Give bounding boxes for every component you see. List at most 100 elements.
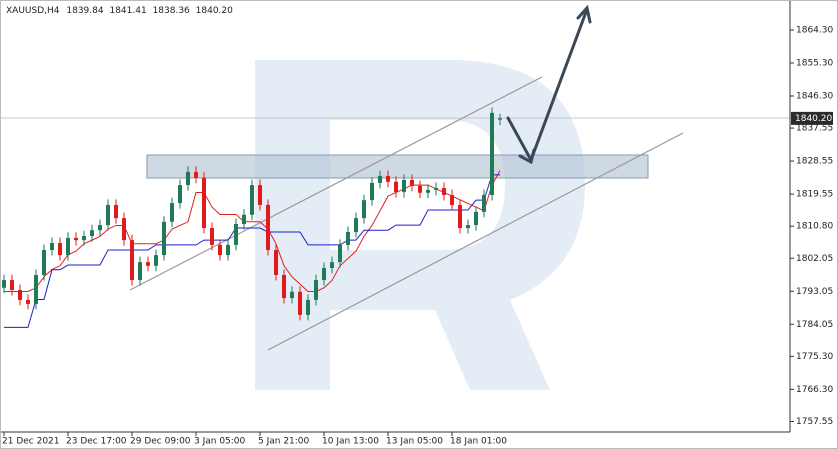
y-tick-label: 1864.30 xyxy=(796,25,833,35)
candle-body xyxy=(242,214,246,224)
candle-body xyxy=(122,218,126,241)
x-tick-label: 21 Dec 2021 xyxy=(2,437,60,447)
low-label: 1838.36 xyxy=(153,6,190,16)
candle-body xyxy=(170,203,174,222)
candle-body xyxy=(490,112,494,196)
indicator-line xyxy=(4,174,500,328)
watermark xyxy=(255,60,585,390)
y-tick-label: 1793.05 xyxy=(796,287,833,297)
candle-body xyxy=(258,185,262,205)
price-tag: 1840.20 xyxy=(795,114,832,124)
y-tick-label: 1828.55 xyxy=(796,157,833,167)
candle-body xyxy=(266,204,270,251)
candle-body xyxy=(250,185,254,215)
candle-body xyxy=(146,262,150,266)
candle-body xyxy=(194,171,198,178)
candle-body xyxy=(402,179,406,193)
chart-title: XAUUSD,H4 1839.84 1841.41 1838.36 1840.2… xyxy=(6,6,233,16)
plot xyxy=(2,107,502,328)
x-tick-label: 10 Jan 13:00 xyxy=(322,437,379,447)
candle-body xyxy=(322,267,326,281)
candle-body xyxy=(330,262,334,268)
x-tick-label: 18 Jan 01:00 xyxy=(450,437,507,447)
candle-body xyxy=(10,280,14,290)
x-tick-label: 5 Jan 21:00 xyxy=(258,437,310,447)
candle-body xyxy=(466,225,470,229)
indicator-line xyxy=(4,170,501,292)
candle-body xyxy=(418,185,422,193)
y-tick-label: 1802.05 xyxy=(796,254,833,264)
symbol: XAUUSD,H4 xyxy=(6,6,60,16)
candle-body xyxy=(178,185,182,204)
x-tick-label: 23 Dec 17:00 xyxy=(66,437,127,447)
y-tick-label: 1775.30 xyxy=(796,352,833,362)
candle-body xyxy=(34,274,38,304)
candle-body xyxy=(370,182,374,201)
candle-body xyxy=(98,225,102,231)
y-tick-label: 1766.30 xyxy=(796,385,833,395)
candle-body xyxy=(106,204,110,226)
x-tick-label: 3 Jan 05:00 xyxy=(194,437,246,447)
candle-body xyxy=(130,240,134,281)
candle-body xyxy=(226,244,230,256)
resistance-zone xyxy=(146,154,649,179)
candle-body xyxy=(50,243,54,251)
channel-upper xyxy=(129,76,543,291)
candle-body xyxy=(26,299,30,304)
y-tick-label: 1810.80 xyxy=(796,222,833,232)
candle-body xyxy=(482,195,486,212)
candle-body xyxy=(458,204,462,229)
candle-body xyxy=(274,250,278,275)
candle-body xyxy=(450,195,454,205)
candle-body xyxy=(426,189,430,193)
candle-body xyxy=(154,255,158,266)
high-label: 1841.41 xyxy=(109,6,146,16)
candle-body xyxy=(386,175,390,182)
candle-body xyxy=(346,232,350,245)
candle-body xyxy=(138,262,142,281)
y-tick-label: 1784.05 xyxy=(796,320,833,330)
x-tick-label: 13 Jan 05:00 xyxy=(386,437,443,447)
candle-body xyxy=(186,171,190,186)
candle-body xyxy=(498,118,502,120)
forecast-arrow xyxy=(506,4,592,165)
candle-body xyxy=(362,200,366,219)
candle-body xyxy=(202,177,206,229)
candle-body xyxy=(114,204,118,219)
candle-body xyxy=(58,243,62,256)
candle-body xyxy=(306,299,310,315)
candle-body xyxy=(354,218,358,233)
y-tick-label: 1846.30 xyxy=(796,92,833,102)
candle-body xyxy=(314,280,318,300)
close-label: 1840.20 xyxy=(196,6,233,16)
candle-body xyxy=(338,244,342,263)
candle-body xyxy=(234,223,238,245)
open-label: 1839.84 xyxy=(66,6,103,16)
candle-body xyxy=(290,291,294,299)
candle-body xyxy=(74,237,78,241)
price-tag-box xyxy=(791,111,833,125)
candle-body xyxy=(378,175,382,183)
candle-body xyxy=(282,274,286,299)
candle-body xyxy=(66,237,70,256)
candle-body xyxy=(90,230,94,237)
candle-body xyxy=(2,280,6,288)
candle-body xyxy=(18,289,22,300)
candle-body xyxy=(434,188,438,190)
y-tick-label: 1757.55 xyxy=(796,417,833,427)
candle-body xyxy=(394,181,398,193)
candle-body xyxy=(210,228,214,245)
candle-body xyxy=(82,236,86,241)
candle-body xyxy=(42,250,46,275)
candle-body xyxy=(162,221,166,256)
candle-body xyxy=(298,291,302,315)
channel-lower xyxy=(267,132,684,351)
candle-body xyxy=(410,179,414,186)
x-tick-label: 29 Dec 09:00 xyxy=(130,437,191,447)
y-tick-label: 1819.55 xyxy=(796,190,833,200)
y-tick-label: 1855.30 xyxy=(796,58,833,68)
candle-body xyxy=(218,244,222,256)
y-tick-label: 1837.55 xyxy=(796,124,833,134)
candle-body xyxy=(442,188,446,196)
